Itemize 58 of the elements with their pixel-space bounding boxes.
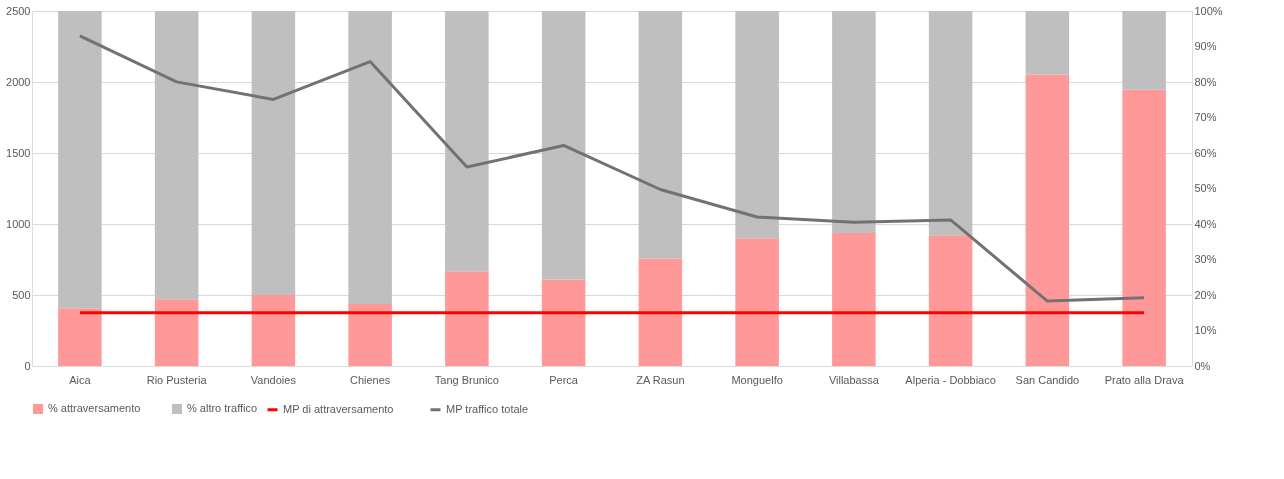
- legend-label: % attraversamento: [48, 402, 141, 414]
- x-tick-label: Prato alla Drava: [1104, 373, 1185, 386]
- y2-tick-label: 70%: [1194, 111, 1217, 123]
- y-tick-label: 2000: [6, 75, 31, 88]
- bar: [445, 271, 489, 366]
- y-tick-label: 1000: [6, 217, 31, 230]
- y2-tick-label: 30%: [1194, 253, 1217, 265]
- x-tick-label: Vandoies: [250, 373, 297, 386]
- bar: [154, 299, 199, 366]
- x-tick-label: Chienes: [349, 373, 391, 386]
- bar: [348, 303, 392, 366]
- x-tick-label: Perca: [549, 373, 579, 386]
- x-tick-label: Monguelfo: [731, 373, 783, 386]
- bar: [638, 11, 683, 259]
- x-tick-label: Rio Pusteria: [146, 373, 208, 386]
- bar: [1025, 74, 1070, 366]
- y2-tick-label: 20%: [1194, 288, 1217, 301]
- y2-tick-label: 60%: [1194, 146, 1217, 159]
- bar: [638, 258, 683, 366]
- y2-tick-label: 90%: [1194, 40, 1217, 52]
- bar: [1122, 89, 1166, 366]
- y-tick-label: 500: [12, 288, 31, 301]
- y-tick-label: 2500: [6, 4, 31, 17]
- bar: [928, 235, 973, 366]
- bar: [832, 11, 876, 233]
- bar: [735, 11, 779, 239]
- bar: [154, 11, 199, 300]
- bar: [1025, 11, 1070, 75]
- bar: [541, 11, 586, 280]
- bar: [541, 279, 586, 366]
- bar: [832, 232, 876, 366]
- x-tick-label: Tang Brunico: [434, 373, 499, 386]
- legend-label: % altro traffico: [187, 402, 258, 414]
- x-tick-label: Alperia - Dobbiaco: [905, 373, 996, 386]
- bar: [251, 11, 296, 295]
- bar: [735, 238, 779, 366]
- y2-tick-label: 10%: [1194, 324, 1217, 336]
- bar: [58, 11, 102, 309]
- bar: [58, 308, 102, 366]
- legend-label: MP traffico totale: [446, 402, 529, 415]
- y2-tick-label: 40%: [1194, 217, 1217, 230]
- bar: [928, 11, 973, 236]
- y-tick-label: 0: [24, 359, 31, 372]
- y-tick-label: 1500: [6, 146, 31, 159]
- y2-tick-label: 80%: [1194, 75, 1217, 88]
- bar: [1122, 11, 1166, 90]
- y2-tick-label: 50%: [1194, 182, 1217, 194]
- bar: [251, 295, 296, 366]
- y2-tick-label: 100%: [1194, 4, 1223, 17]
- x-tick-label: ZA Rasun: [636, 373, 685, 386]
- y2-tick-label: 0%: [1194, 359, 1211, 372]
- line-series: [78, 34, 1146, 303]
- x-tick-label: Villabassa: [828, 373, 880, 386]
- x-tick-label: Aica: [69, 373, 92, 386]
- legend-label: MP di attraversamento: [283, 402, 394, 415]
- bar: [348, 11, 392, 304]
- bar: [445, 11, 489, 272]
- x-tick-label: San Candido: [1015, 373, 1080, 386]
